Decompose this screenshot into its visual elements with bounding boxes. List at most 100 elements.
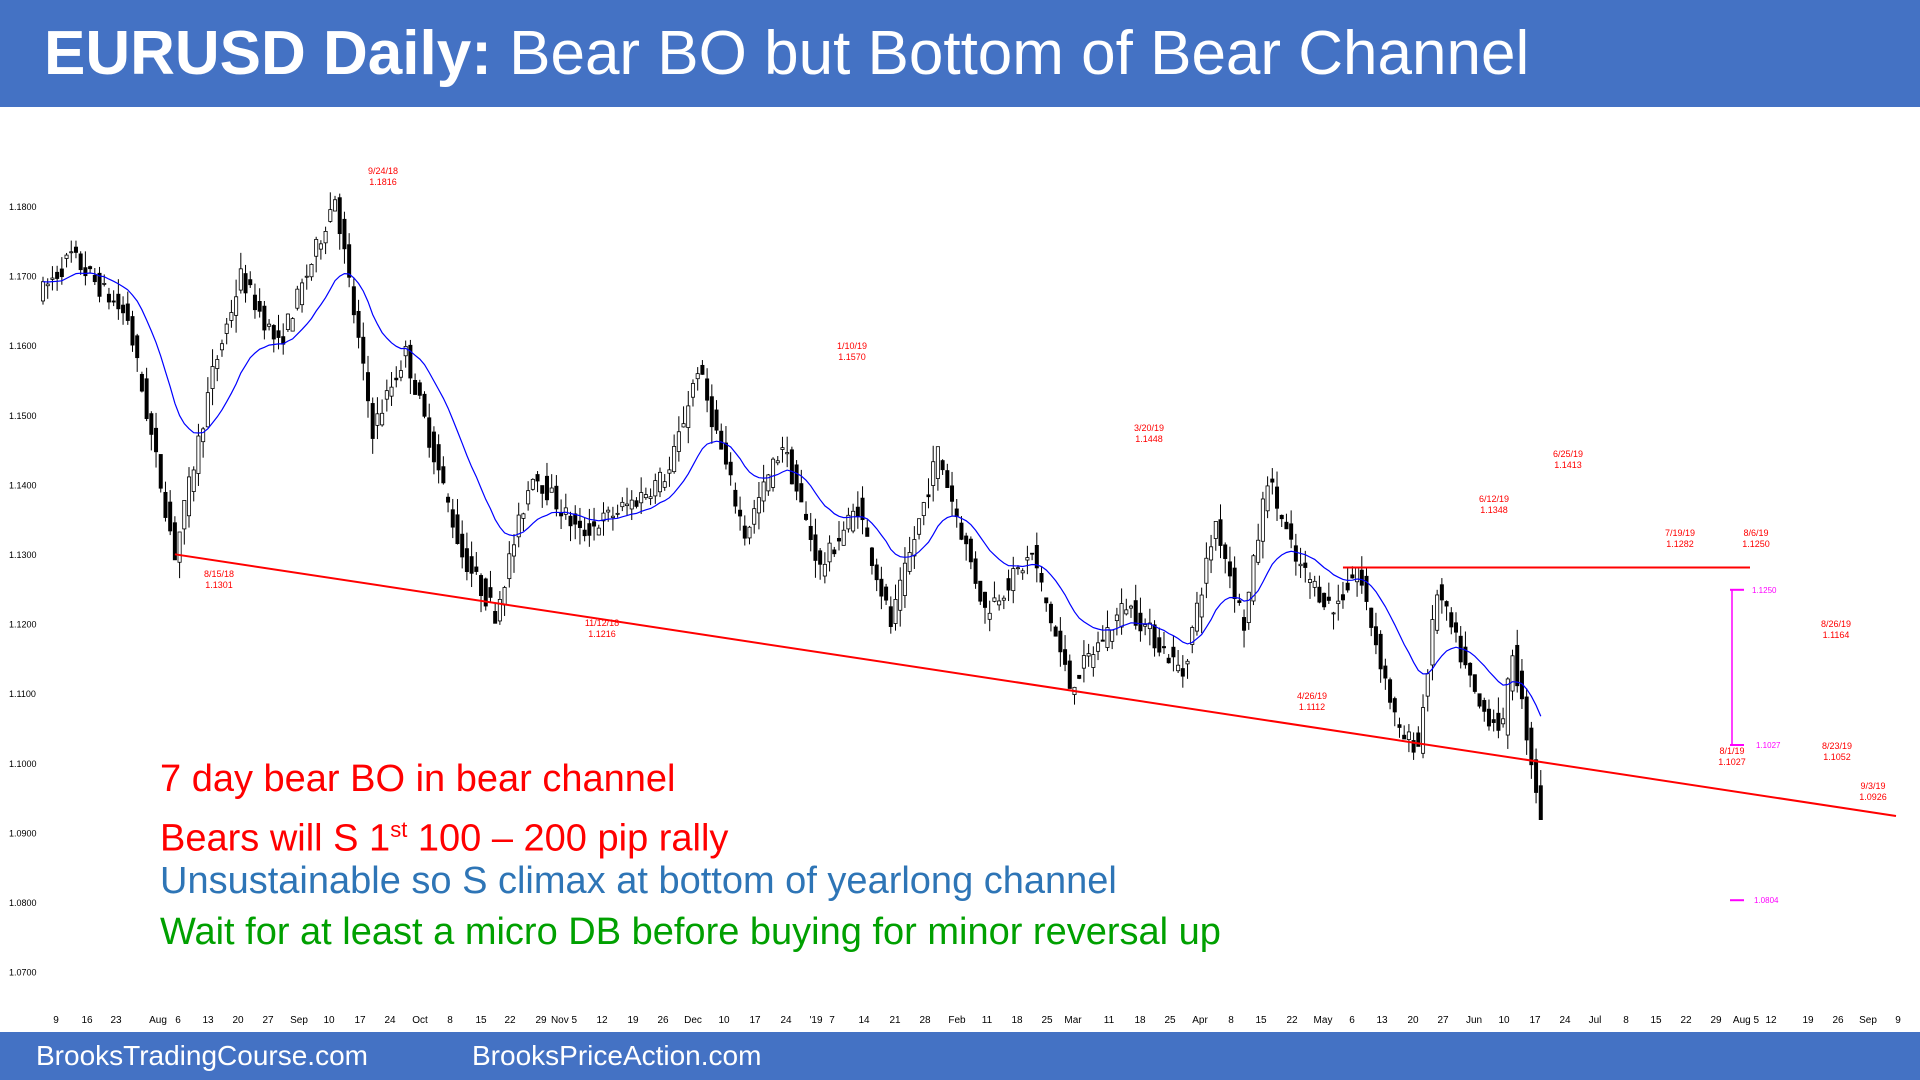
candle-body bbox=[775, 460, 780, 464]
candle-body bbox=[1439, 584, 1444, 601]
candle-body bbox=[144, 378, 149, 419]
y-tick-label: 1.1800 bbox=[9, 202, 37, 212]
x-tick-label: Sep bbox=[1859, 1015, 1877, 1026]
candle-body bbox=[1411, 740, 1416, 753]
swing-price-label: 1.1570 bbox=[838, 352, 866, 362]
candle-body bbox=[295, 288, 300, 309]
candle-body bbox=[582, 529, 587, 537]
candle-body bbox=[700, 364, 705, 375]
candle-body bbox=[931, 461, 936, 486]
candle-body bbox=[912, 539, 917, 557]
swing-price-label: 1.1282 bbox=[1666, 539, 1694, 549]
candle-body bbox=[1025, 557, 1030, 561]
candle-body bbox=[851, 510, 856, 532]
candle-body bbox=[841, 529, 846, 546]
x-tick-label: 12 bbox=[596, 1015, 608, 1026]
x-tick-label: Apr bbox=[1192, 1015, 1208, 1026]
x-tick-label: Nov 5 bbox=[551, 1015, 578, 1026]
candle-body bbox=[1331, 612, 1336, 615]
x-tick-label: 22 bbox=[504, 1015, 516, 1026]
candle-body bbox=[690, 383, 695, 398]
x-tick-label: 19 bbox=[627, 1015, 639, 1026]
ema-line bbox=[42, 272, 1542, 717]
candle-body bbox=[865, 527, 870, 537]
x-tick-label: 15 bbox=[475, 1015, 487, 1026]
x-tick-label: 6 bbox=[1349, 1015, 1355, 1026]
candle-body bbox=[365, 372, 370, 402]
candle-body bbox=[879, 578, 884, 597]
y-tick-label: 1.1700 bbox=[9, 272, 37, 282]
candle-body bbox=[78, 253, 83, 271]
x-tick-label: 29 bbox=[1710, 1015, 1722, 1026]
swing-date-label: 1/10/19 bbox=[837, 341, 867, 351]
candle-body bbox=[610, 515, 615, 518]
candle-body bbox=[460, 533, 465, 558]
candle-body bbox=[1463, 646, 1468, 666]
candle-body bbox=[1425, 673, 1430, 697]
x-tick-label: 17 bbox=[749, 1015, 761, 1026]
candle-body bbox=[723, 442, 728, 465]
candle-body bbox=[1030, 552, 1035, 555]
candle-body bbox=[794, 464, 799, 492]
candle-body bbox=[106, 293, 111, 303]
candle-body bbox=[780, 447, 785, 450]
candle-body bbox=[1538, 785, 1543, 820]
footer-link-trading-course[interactable]: BrooksTradingCourse.com bbox=[36, 1040, 368, 1071]
candle-body bbox=[45, 283, 50, 287]
candle-body bbox=[450, 509, 455, 528]
candle-body bbox=[1322, 592, 1327, 608]
candle-body bbox=[347, 244, 352, 278]
title-instrument: EURUSD Daily: bbox=[44, 19, 492, 88]
candle-body bbox=[1524, 696, 1529, 741]
candle-body bbox=[323, 231, 328, 244]
candle-body bbox=[512, 544, 517, 557]
x-tick-label: 18 bbox=[1134, 1015, 1146, 1026]
candle-body bbox=[1416, 732, 1421, 747]
swing-date-label: 3/20/19 bbox=[1134, 423, 1164, 433]
candle-body bbox=[50, 277, 55, 280]
candle-body bbox=[1265, 485, 1270, 512]
swing-price-label: 1.0926 bbox=[1859, 792, 1887, 802]
x-tick-label: 27 bbox=[1437, 1015, 1449, 1026]
candle-body bbox=[1180, 668, 1185, 677]
x-tick-label: 24 bbox=[780, 1015, 792, 1026]
candle-body bbox=[535, 474, 540, 482]
candle-body bbox=[1091, 654, 1096, 668]
candle-body bbox=[1190, 627, 1195, 645]
candlestick-chart: 1.1800 1.1700 1.1600 1.1500 1.1400 1.1300 1.12… bbox=[9, 166, 1901, 1026]
x-tick-label: 28 bbox=[919, 1015, 931, 1026]
candle-body bbox=[1444, 601, 1449, 607]
candle-body bbox=[1048, 603, 1053, 624]
candle-body bbox=[695, 373, 700, 380]
candle-body bbox=[73, 246, 78, 253]
candle-body bbox=[1449, 612, 1454, 628]
candle-body bbox=[1350, 574, 1355, 579]
candle-body bbox=[1227, 561, 1232, 577]
candle-body bbox=[1001, 597, 1006, 601]
swing-price-label: 1.1816 bbox=[369, 177, 397, 187]
candle-body bbox=[1237, 600, 1242, 603]
candle-body bbox=[959, 522, 964, 540]
candle-body bbox=[846, 514, 851, 530]
footer-link-price-action[interactable]: BrooksPriceAction.com bbox=[472, 1040, 762, 1071]
candle-body bbox=[431, 431, 436, 463]
x-tick-label: Aug 5 bbox=[1733, 1015, 1760, 1026]
candle-body bbox=[1194, 602, 1199, 632]
x-tick-label: 24 bbox=[384, 1015, 396, 1026]
candle-body bbox=[210, 366, 215, 389]
candle-body bbox=[1510, 655, 1515, 692]
candle-body bbox=[398, 370, 403, 378]
candle-body bbox=[1515, 644, 1520, 687]
x-tick-label: 13 bbox=[1376, 1015, 1388, 1026]
candle-body bbox=[1223, 544, 1228, 559]
y-tick-label: 1.1200 bbox=[9, 620, 37, 630]
candle-body bbox=[709, 396, 714, 428]
swing-date-label: 7/19/19 bbox=[1665, 528, 1695, 538]
candle-body bbox=[290, 318, 295, 332]
candle-body bbox=[342, 218, 347, 250]
candle-body bbox=[1166, 657, 1171, 664]
candle-body bbox=[351, 286, 356, 316]
swing-price-label: 1.1301 bbox=[205, 580, 233, 590]
candle-body bbox=[893, 599, 898, 624]
swing-date-label: 4/26/19 bbox=[1297, 691, 1327, 701]
